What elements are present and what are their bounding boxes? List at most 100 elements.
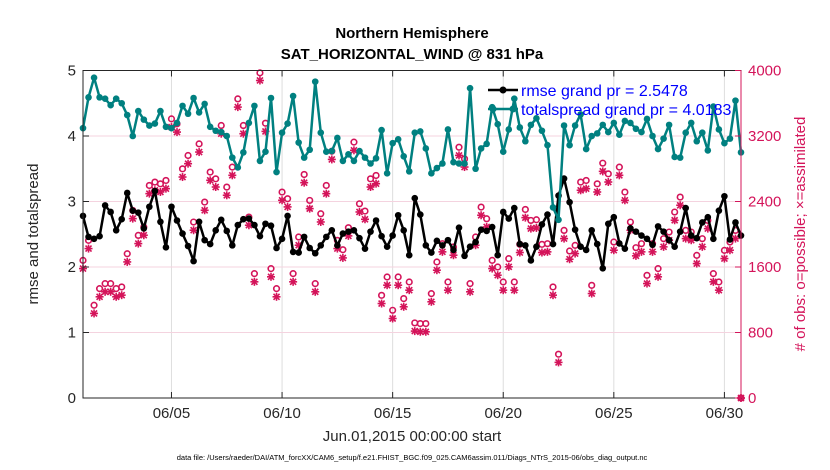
rmse-point [190, 257, 197, 265]
rmse-point [234, 221, 242, 229]
obs-possible-point [350, 138, 358, 146]
obs-possible-point [95, 285, 104, 293]
legend-spread-label: totalspread grand pr = 4.0183 [521, 102, 731, 119]
obs-possible-point [637, 240, 646, 248]
totalspread-point [234, 164, 242, 171]
rmse-point [632, 228, 640, 235]
rmse-point [411, 194, 419, 202]
obs-possible-point [366, 175, 375, 183]
obs-assimilated-point [709, 277, 718, 286]
totalspread-point [533, 115, 540, 122]
obs-assimilated-point [289, 277, 298, 286]
rmse-point [676, 228, 684, 235]
totalspread-point [638, 128, 645, 136]
asterisk-stroke [190, 226, 198, 234]
obs-assimilated-point [676, 201, 685, 210]
totalspread-point [621, 117, 629, 125]
obs-possible-point [671, 208, 679, 216]
rmse-point [162, 244, 170, 251]
obs-assimilated-point [493, 271, 502, 280]
obs-possible-point [643, 271, 651, 279]
rmse-point [726, 236, 734, 243]
totalspread-point [439, 160, 446, 167]
obs-possible-point [267, 265, 275, 273]
totalspread-point [378, 126, 385, 134]
obs-possible-point [278, 188, 286, 196]
obs-assimilated-point [388, 314, 397, 323]
obs-assimilated-point [698, 242, 707, 251]
obs-possible-point [477, 203, 485, 211]
rmse-point [168, 203, 175, 211]
obs-assimilated-point [421, 327, 430, 336]
obs-possible-point [510, 278, 518, 286]
rmse-point [123, 189, 131, 197]
totalspread-point [687, 119, 695, 127]
asterisk-stroke [632, 252, 640, 260]
rmse-point [251, 221, 258, 229]
totalspread-point [157, 107, 164, 115]
totalspread-point [140, 116, 148, 123]
totalspread-point [356, 147, 363, 155]
totalspread-point [256, 157, 264, 165]
asterisk-stroke [372, 180, 380, 188]
rmse-point [295, 249, 302, 256]
rmse-point [134, 209, 142, 216]
obs-possible-point [118, 283, 126, 291]
totalspread-point [710, 103, 717, 110]
obs-possible-point [178, 165, 187, 173]
obs-assimilated-point [377, 299, 386, 308]
obs-possible-point [234, 95, 242, 103]
obs-assimilated-point [255, 76, 264, 85]
obs-assimilated-point [361, 215, 369, 224]
totalspread-point [643, 115, 651, 123]
obs-assimilated-point [637, 247, 646, 256]
rmse-point [654, 223, 662, 230]
totalspread-point [671, 153, 678, 161]
asterisk-stroke [239, 130, 247, 138]
asterisk-stroke [671, 216, 679, 224]
asterisk-stroke [444, 286, 452, 294]
totalspread-point [610, 119, 618, 127]
rmse-point [151, 187, 159, 195]
asterisk-stroke [532, 224, 540, 232]
asterisk-stroke [416, 328, 424, 336]
asterisk-stroke [322, 190, 330, 198]
rmse-point [101, 202, 109, 209]
obs-possible-point [676, 193, 684, 201]
asterisk-stroke [394, 281, 402, 289]
obs-possible-point [145, 181, 153, 190]
totalspread-point [466, 84, 474, 92]
totalspread-point [339, 157, 347, 165]
rmse-point [616, 240, 623, 247]
asterisk-stroke [654, 273, 662, 281]
asterisk-stroke [223, 191, 231, 199]
totalspread-point [251, 102, 258, 110]
obs-assimilated-point [173, 128, 181, 137]
x-tick-label: 06/10 [263, 405, 301, 422]
totalspread-point [444, 126, 452, 133]
rmse-point [422, 242, 430, 249]
totalspread-point [715, 126, 723, 133]
obs-possible-point [538, 240, 546, 248]
obs-possible-point [444, 278, 452, 286]
rmse-point [715, 207, 723, 214]
totalspread-point [367, 160, 374, 167]
totalspread-point [129, 132, 137, 140]
obs-possible-point [549, 283, 557, 291]
obs-assimilated-point [593, 188, 602, 197]
obs-assimilated-point [316, 217, 325, 226]
y-right-tick-label: 1600 [748, 259, 781, 276]
obs-assimilated-point [504, 262, 513, 271]
totalspread-point [632, 125, 640, 133]
obs-assimilated-point [322, 189, 331, 198]
obs-possible-point [90, 301, 98, 309]
rmse-point [571, 226, 579, 233]
asterisk-stroke [361, 215, 369, 223]
obs-possible-point [201, 198, 209, 206]
obs-assimilated-point [466, 287, 475, 296]
obs-assimilated-point [383, 281, 392, 290]
asterisk-stroke [554, 358, 563, 366]
y-left-tick-label: 0 [68, 390, 76, 407]
rmse-point [732, 219, 739, 226]
totalspread-point [527, 121, 535, 129]
